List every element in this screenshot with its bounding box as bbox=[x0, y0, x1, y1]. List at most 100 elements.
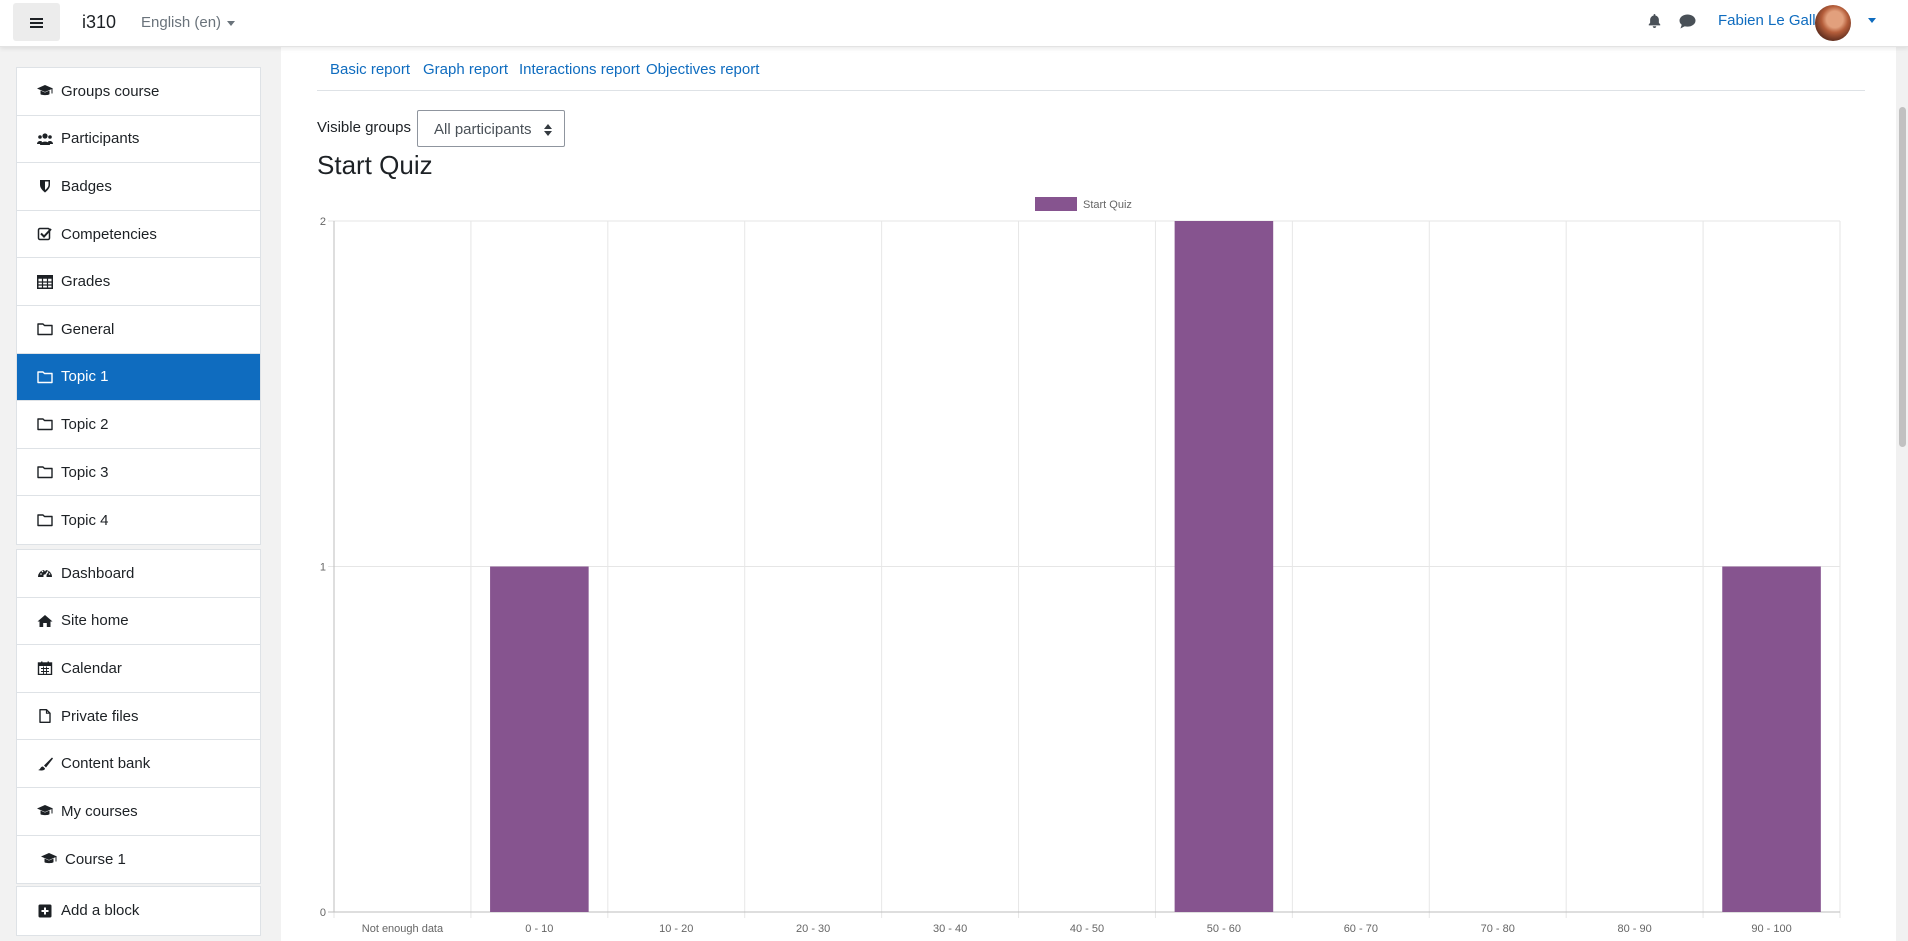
bar-90-100 bbox=[1722, 566, 1821, 912]
tab-basic-report[interactable]: Basic report bbox=[330, 61, 411, 78]
notifications-bell-icon[interactable] bbox=[1648, 14, 1661, 28]
sidebar-item-label: Site home bbox=[61, 612, 129, 630]
report-title: Start Quiz bbox=[317, 150, 433, 180]
add-block-label: Add a block bbox=[61, 902, 140, 920]
graduation-cap-icon bbox=[37, 84, 53, 98]
sidebar-item-calendar[interactable]: Calendar bbox=[17, 645, 260, 693]
x-tick-label: 10 - 20 bbox=[659, 923, 693, 935]
y-tick-label: 1 bbox=[320, 562, 326, 574]
add-block-button[interactable]: Add a block bbox=[17, 887, 260, 935]
sidebar-item-label: Topic 4 bbox=[61, 511, 109, 529]
sidebar-item-groups-course[interactable]: Groups course bbox=[17, 68, 260, 116]
sidebar-item-label: Badges bbox=[61, 177, 112, 195]
sidebar-item-private-files[interactable]: Private files bbox=[17, 693, 260, 741]
sidebar-item-label: Topic 1 bbox=[61, 368, 109, 386]
sidebar-item-badges[interactable]: Badges bbox=[17, 163, 260, 211]
site-brand[interactable]: i310 bbox=[82, 12, 117, 32]
graduation-cap-icon bbox=[41, 852, 57, 866]
sidebar-item-label: My courses bbox=[61, 802, 138, 820]
sidebar-item-label: Topic 3 bbox=[61, 463, 109, 481]
menu-toggle-button[interactable] bbox=[13, 3, 60, 41]
select-arrows-icon bbox=[544, 124, 552, 136]
tab-objectives-report[interactable]: Objectives report bbox=[646, 61, 760, 78]
add-block-group: Add a block bbox=[16, 886, 261, 936]
home-icon bbox=[37, 614, 53, 628]
sidebar-item-label: Dashboard bbox=[61, 564, 135, 582]
sidebar-item-content-bank[interactable]: Content bank bbox=[17, 740, 260, 788]
nav-drawer: Groups course Participants Badges Competenc… bbox=[0, 47, 261, 941]
table-icon bbox=[37, 274, 53, 289]
sidebar-item-topic-1[interactable]: Topic 1 bbox=[17, 353, 260, 402]
sidebar-item-label: Groups course bbox=[61, 82, 160, 100]
sidebar-item-label: Competencies bbox=[61, 225, 157, 243]
folder-icon bbox=[37, 322, 53, 336]
sidebar-item-site-home[interactable]: Site home bbox=[17, 598, 260, 646]
sidebar-item-label: Calendar bbox=[61, 659, 122, 677]
x-tick-label: 50 - 60 bbox=[1207, 923, 1241, 935]
language-label: English (en) bbox=[141, 14, 222, 31]
x-tick-label: 70 - 80 bbox=[1481, 923, 1515, 935]
folder-icon bbox=[37, 465, 53, 479]
sidebar-item-topic-4[interactable]: Topic 4 bbox=[17, 496, 260, 544]
sidebar-item-topic-3[interactable]: Topic 3 bbox=[17, 449, 260, 497]
avatar[interactable] bbox=[1815, 5, 1851, 41]
site-nav-group: Dashboard Site home Calendar Private files C… bbox=[16, 549, 261, 885]
main-content: Basic report Graph report Interactions r… bbox=[281, 47, 1896, 941]
x-tick-label: 90 - 100 bbox=[1751, 923, 1791, 935]
shield-icon bbox=[37, 179, 53, 193]
sidebar-item-my-courses[interactable]: My courses bbox=[17, 788, 260, 836]
sidebar-item-dashboard[interactable]: Dashboard bbox=[17, 550, 260, 598]
language-menu[interactable]: English (en) bbox=[141, 14, 236, 31]
messages-chat-icon[interactable] bbox=[1679, 14, 1696, 29]
x-tick-label: 40 - 50 bbox=[1070, 923, 1104, 935]
sidebar-item-course-1[interactable]: Course 1 bbox=[17, 836, 260, 884]
sidebar-item-participants[interactable]: Participants bbox=[17, 116, 260, 164]
graduation-cap-icon bbox=[37, 804, 53, 818]
page-scrollbar[interactable] bbox=[1896, 47, 1908, 941]
sidebar-item-competencies[interactable]: Competencies bbox=[17, 211, 260, 259]
calendar-icon bbox=[37, 661, 53, 676]
top-navbar: i310 English (en) Fabien Le Gall bbox=[0, 0, 1908, 47]
dashboard-icon bbox=[37, 566, 53, 580]
folder-icon bbox=[37, 417, 53, 431]
report-bar-chart: 0 1 2 Not enough data 0 - 10 10 - 20 20 - 30 30… bbox=[320, 197, 1841, 935]
plus-square-icon bbox=[37, 904, 53, 918]
tab-graph-report[interactable]: Graph report bbox=[423, 61, 509, 78]
x-tick-label: 80 - 90 bbox=[1618, 923, 1652, 935]
sidebar-item-label: Course 1 bbox=[65, 850, 126, 868]
sidebar-item-label: Grades bbox=[61, 273, 111, 291]
users-icon bbox=[37, 132, 53, 146]
x-tick-label: 20 - 30 bbox=[796, 923, 830, 935]
visible-groups-label: Visible groups bbox=[317, 119, 411, 136]
visible-groups-select[interactable]: All participants bbox=[417, 110, 565, 147]
sidebar-item-label: Topic 2 bbox=[61, 415, 109, 433]
course-nav-group: Groups course Participants Badges Competenc… bbox=[16, 67, 261, 545]
y-tick-label: 2 bbox=[320, 216, 326, 228]
sidebar-item-topic-2[interactable]: Topic 2 bbox=[17, 401, 260, 449]
folder-icon bbox=[37, 370, 53, 384]
sidebar-item-label: Private files bbox=[61, 707, 139, 725]
user-menu-caret-icon[interactable] bbox=[1868, 18, 1876, 23]
x-tick-label: 30 - 40 bbox=[933, 923, 967, 935]
caret-down-icon bbox=[227, 20, 236, 26]
sidebar-item-label: General bbox=[61, 320, 115, 338]
hamburger-icon bbox=[30, 18, 43, 20]
folder-icon bbox=[37, 513, 53, 527]
sidebar-item-label: Content bank bbox=[61, 755, 151, 773]
report-tabs: Basic report Graph report Interactions r… bbox=[317, 47, 1865, 91]
x-tick-label: 60 - 70 bbox=[1344, 923, 1378, 935]
bar-0-10 bbox=[490, 566, 589, 912]
tab-interactions-report[interactable]: Interactions report bbox=[519, 61, 640, 78]
sidebar-item-general[interactable]: General bbox=[17, 306, 260, 354]
legend-swatch bbox=[1035, 197, 1077, 211]
check-square-icon bbox=[37, 227, 53, 241]
x-tick-label: Not enough data bbox=[362, 923, 444, 935]
paint-brush-icon bbox=[37, 757, 53, 771]
visible-groups-value: All participants bbox=[434, 121, 532, 138]
scrollbar-thumb[interactable] bbox=[1899, 107, 1906, 447]
file-icon bbox=[37, 709, 53, 724]
user-name-link[interactable]: Fabien Le Gall bbox=[1718, 12, 1816, 29]
sidebar-item-grades[interactable]: Grades bbox=[17, 258, 260, 306]
x-tick-label: 0 - 10 bbox=[525, 923, 553, 935]
y-tick-label: 0 bbox=[320, 907, 326, 919]
